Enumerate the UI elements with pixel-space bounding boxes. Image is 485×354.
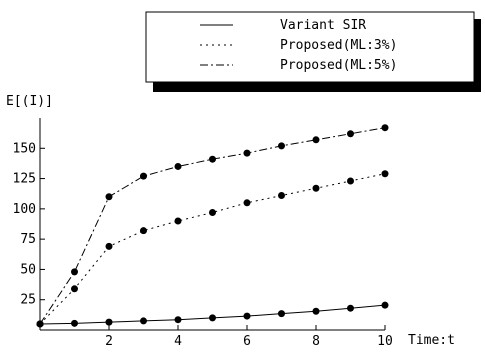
data-point [174,217,182,225]
data-point [209,155,216,163]
x-axis-label: Time:t [408,333,455,348]
series-layer [36,124,389,328]
data-point [312,307,320,315]
data-point [71,319,78,327]
data-point [381,124,389,132]
data-point [71,285,78,293]
data-point [312,184,320,192]
y-tick-label: 100 [13,202,36,217]
data-point [209,314,216,322]
data-point [243,312,251,320]
data-point [278,310,285,318]
data-point [174,316,182,324]
legend-label: Variant SIR [280,18,366,33]
data-point [140,317,147,325]
x-tick-label: 4 [174,334,182,349]
x-tick-label: 6 [243,334,251,349]
data-point [105,242,113,250]
y-tick-label: 25 [20,293,36,308]
data-point [381,170,389,178]
data-point [140,172,147,180]
legend-box [145,11,475,83]
axes [39,118,385,331]
data-point [278,142,285,150]
data-point [312,136,320,144]
x-tick-label: 2 [105,334,113,349]
data-point [174,162,182,170]
y-tick-label: 125 [13,172,36,187]
data-point [243,199,251,207]
y-tick-label: 75 [20,232,36,247]
x-tick-label: 10 [377,334,393,349]
data-point [36,320,44,328]
series-line-1 [39,173,386,325]
y-axis-label: E[(I)] [6,94,53,109]
data-point [209,208,216,216]
data-point [347,130,354,138]
data-point [105,318,113,326]
legend-label: Proposed(ML:5%) [280,58,397,73]
y-tick-label: 50 [20,262,36,277]
ticks: 2 4 6 8 10 25 50 75 100 125 150 [13,141,393,349]
legend-label: Proposed(ML:3%) [280,38,397,53]
data-point [243,149,251,157]
x-tick-label: 8 [312,334,320,349]
legend: Variant SIR Proposed(ML:3%) Proposed(ML:5%… [145,11,481,92]
data-point [278,192,285,200]
data-point [105,193,113,201]
y-tick-label: 150 [13,141,36,156]
data-point [347,304,354,312]
data-point [140,227,147,235]
data-point [381,301,389,309]
data-point [347,177,354,185]
data-point [71,268,78,276]
